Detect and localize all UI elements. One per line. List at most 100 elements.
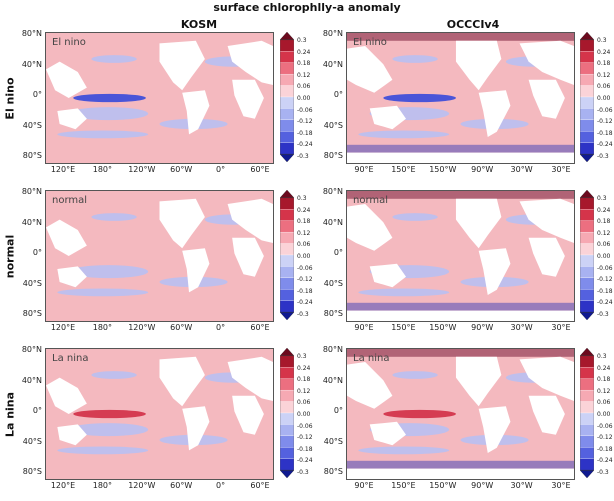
lon-tick-label: 150°W — [429, 481, 457, 490]
anomaly-field — [46, 191, 273, 321]
lat-tick-label: 40°S — [22, 436, 42, 446]
lon-tick-label: 150°E — [391, 165, 416, 174]
figure-title: surface chlorophlly-a anomaly — [213, 1, 401, 14]
colorbar-tick-label: -0.24 — [297, 299, 313, 307]
colorbar-tick-label: -0.3 — [597, 311, 609, 318]
colorbar-tick-label: 0.12 — [297, 229, 311, 237]
colorbar-tick-label: -0.3 — [297, 469, 309, 476]
colorbar-tick-label: -0.24 — [597, 299, 613, 307]
anomaly-field — [347, 33, 574, 163]
colorbar-tick-label: 0.3 — [297, 353, 307, 360]
lat-tick-label: 0° — [333, 248, 343, 257]
lon-tick-label: 180° — [92, 323, 113, 332]
panel-label: El nino — [52, 37, 86, 48]
colorbar — [279, 31, 295, 163]
colorbar-tick-label: 0.12 — [297, 387, 311, 395]
colorbar — [279, 347, 295, 479]
lon-tick-label: 60°E — [250, 323, 270, 332]
colorbar-tick-label: -0.18 — [597, 287, 613, 295]
lon-tick-label: 180° — [92, 165, 113, 174]
lat-tick-label: 80°S — [22, 467, 42, 476]
lon-tick-label: 120°E — [50, 323, 76, 332]
colorbar-tick-label: 0.00 — [597, 253, 611, 260]
colorbar-tick-label: -0.24 — [597, 141, 613, 149]
lat-tick-label: 40°N — [322, 217, 343, 227]
lon-tick-label: 90°W — [471, 323, 494, 332]
panel-label: normal — [353, 195, 389, 206]
colorbar-tick-label: -0.18 — [297, 287, 313, 295]
anomaly-field — [46, 349, 273, 479]
colorbar-tick-label: -0.06 — [597, 264, 613, 272]
colorbar-tick-label: 0.06 — [297, 399, 311, 407]
colorbar-tick-label: -0.24 — [297, 141, 313, 149]
colorbar-tick-label: 0.00 — [297, 253, 311, 260]
map-panel-occci-normal: normal — [346, 190, 575, 322]
lat-tick-label: 40°N — [322, 375, 343, 385]
lat-tick-label: 80°N — [21, 345, 42, 354]
colorbar-tick-label: -0.06 — [297, 106, 313, 114]
map-panel-occci-elnino: El nino — [346, 32, 575, 164]
lon-tick-label: 150°E — [391, 481, 416, 490]
colorbar-tick-label: 0.18 — [297, 218, 311, 226]
lon-tick-label: 120°W — [128, 481, 156, 490]
colorbar — [579, 189, 595, 321]
colorbar-tick-label: -0.24 — [597, 457, 613, 465]
lat-tick-label: 40°N — [322, 59, 343, 69]
colorbar-tick-label: 0.24 — [297, 48, 311, 56]
lon-tick-label: 60°E — [250, 165, 270, 174]
colorbar-tick-label: -0.24 — [297, 457, 313, 465]
lon-tick-label: 180° — [92, 481, 113, 490]
lat-tick-label: 0° — [333, 406, 343, 415]
lon-tick-label: 30°W — [510, 481, 533, 490]
lon-tick-label: 120°W — [128, 323, 156, 332]
colorbar-tick-label: 0.00 — [597, 95, 611, 102]
colorbar-tick-label: -0.18 — [597, 445, 613, 453]
lat-tick-label: 80°N — [322, 187, 343, 196]
lon-tick-label: 30°E — [551, 481, 571, 490]
lon-tick-label: 0° — [216, 165, 226, 174]
colorbar-tick-label: 0.18 — [597, 376, 611, 384]
colorbar-tick-label: 0.24 — [597, 48, 611, 56]
lon-tick-label: 90°W — [471, 481, 494, 490]
panel-label: La nina — [353, 353, 390, 364]
colorbar-tick-label: -0.12 — [597, 276, 613, 284]
colorbar-tick-label: -0.3 — [597, 469, 609, 476]
lon-tick-label: 60°W — [170, 481, 193, 490]
lon-tick-label: 30°E — [551, 165, 571, 174]
lon-tick-label: 120°W — [128, 165, 156, 174]
lat-tick-label: 80°N — [21, 187, 42, 196]
colorbar-tick-label: 0.06 — [297, 83, 311, 91]
colorbar-tick-label: 0.06 — [597, 241, 611, 249]
colorbar-tick-label: -0.06 — [597, 422, 613, 430]
lat-tick-label: 80°N — [21, 29, 42, 38]
lon-tick-label: 30°W — [510, 165, 533, 174]
lat-tick-label: 80°S — [22, 309, 42, 318]
lon-tick-label: 30°W — [510, 323, 533, 332]
colorbar-tick-label: 0.12 — [597, 71, 611, 79]
colorbar-tick-label: -0.06 — [297, 422, 313, 430]
lon-tick-label: 60°E — [250, 481, 270, 490]
colorbar-tick-label: 0.18 — [297, 60, 311, 68]
lat-tick-label: 80°N — [322, 345, 343, 354]
colorbar-tick-label: -0.3 — [597, 153, 609, 160]
colorbar-tick-label: 0.24 — [597, 364, 611, 372]
colorbar-tick-label: -0.18 — [297, 129, 313, 137]
lat-tick-label: 40°N — [21, 59, 42, 69]
lon-tick-label: 60°W — [170, 323, 193, 332]
lat-tick-label: 40°S — [323, 278, 343, 288]
colorbar-tick-label: 0.12 — [597, 229, 611, 237]
lat-tick-label: 80°S — [323, 151, 343, 160]
lat-tick-label: 40°S — [323, 120, 343, 130]
lat-tick-label: 40°N — [21, 217, 42, 227]
lat-tick-label: 40°S — [22, 278, 42, 288]
lon-tick-label: 0° — [216, 481, 226, 490]
lat-tick-label: 0° — [32, 406, 42, 415]
colorbar-tick-label: -0.12 — [597, 434, 613, 442]
colorbar-tick-label: -0.18 — [597, 129, 613, 137]
colorbar-tick-label: -0.3 — [297, 311, 309, 318]
colorbar-tick-label: 0.00 — [597, 411, 611, 418]
colorbar-tick-label: -0.12 — [597, 118, 613, 126]
lon-tick-label: 0° — [216, 323, 226, 332]
colorbar-tick-label: -0.12 — [297, 276, 313, 284]
colorbar-tick-label: 0.3 — [597, 195, 607, 202]
